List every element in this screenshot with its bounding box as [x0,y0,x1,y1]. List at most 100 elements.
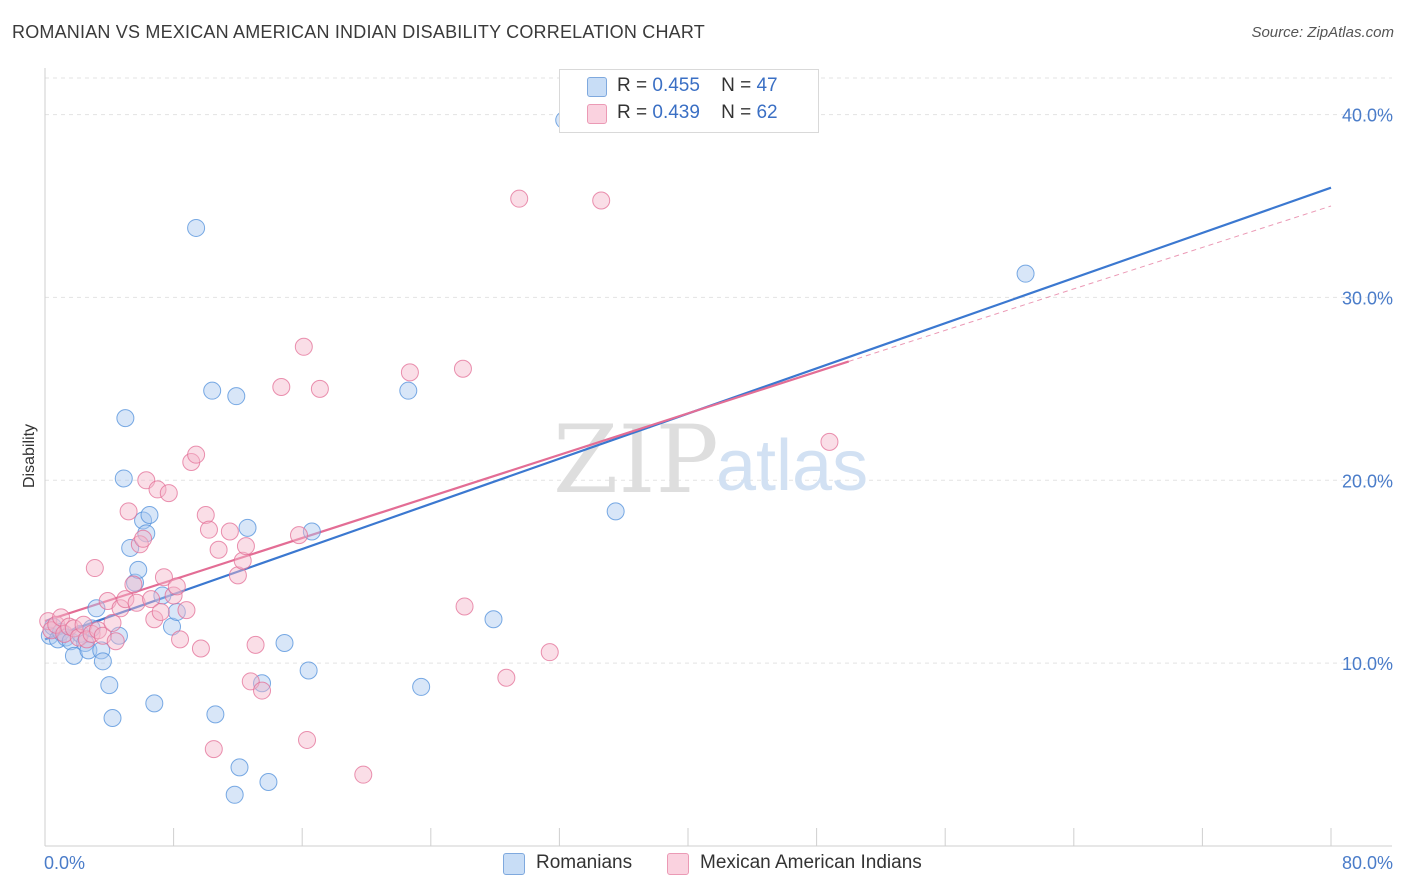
mexican-point [354,765,373,784]
bottom-legend-label-mexican: Mexican American Indians [700,852,922,873]
romanian-point [275,634,294,653]
mexican-point [167,577,186,596]
romanian-point [412,677,431,696]
romanian-point [103,709,122,727]
mexican-point [592,191,611,210]
mexican-point [510,189,529,208]
mexican-point [64,619,83,638]
mexican-point [298,730,317,749]
mexican-point [196,506,215,525]
mexican-point [497,668,516,687]
romanian-point [145,694,164,713]
mexican-point [253,681,272,700]
legend-swatch-romanians [587,77,607,97]
source-label: Source: ZipAtlas.com [1251,24,1394,41]
romanian-point [253,674,272,693]
legend-n-label: N = [721,75,752,96]
mexican-point [127,593,146,612]
mexican-point [145,610,164,629]
mexican-point [106,632,125,651]
mexican-point [209,540,228,559]
romanian-point [121,538,140,557]
romanian-point [100,676,119,695]
legend-r-value: 0.455 [652,75,700,96]
mexican-point [103,613,122,632]
romanian-point [137,524,156,543]
mexican-point [289,526,308,545]
romanian-point [399,381,418,400]
romanian-point [484,610,503,629]
legend-text-romanians: R = 0.455 N = 47 [617,75,778,97]
mexican-point [400,363,419,382]
legend-n-value: 62 [756,102,778,123]
mexican-point [151,602,170,621]
bottom-legend-swatch-mexican [667,853,689,875]
watermark-atlas: atlas [716,426,868,506]
x-tick-label: 0.0% [44,853,85,873]
romanian-point [93,652,112,671]
romanian-point [225,785,244,804]
mexican-point [142,590,161,609]
bottom-legend-swatch-romanians [503,853,525,875]
stats-legend: R = 0.455 N = 47 R = 0.439 N = 62 [559,69,819,133]
mexican-point [154,568,173,587]
mexican-point [116,590,135,609]
mexican-point [187,445,206,464]
mexican-point [540,643,559,662]
romanian-point [87,599,106,618]
legend-swatch-mexican [587,104,607,124]
legend-r-value: 0.439 [652,102,700,123]
mexican-point [134,529,153,548]
romanian-point [206,705,225,724]
mexican-point [228,566,247,585]
y-tick-label: 20.0% [1342,471,1393,491]
mexican-point [171,630,190,649]
romanian-point [259,773,278,791]
legend-n-value: 47 [756,75,778,96]
watermark: ZIP atlas [553,406,868,515]
mexican-trend-extension [848,205,1332,362]
mexican-point [310,379,329,398]
y-tick-label: 40.0% [1342,106,1393,126]
romanian-point [114,469,133,488]
mexican-point [294,337,313,356]
mexican-point [455,597,474,616]
mexican-point [124,575,143,594]
mexican-point [159,484,178,503]
mexican-point [820,432,839,451]
watermark-zip: ZIP [553,406,719,515]
romanian-point [227,387,246,406]
romanian-point [230,758,249,777]
romanian-point [203,381,222,400]
mexican-point [236,537,255,556]
mexican-point [272,378,291,397]
mexican-point [191,639,210,658]
mexican-point [119,502,138,521]
romanian-point [162,617,181,636]
bottom-legend-label-romanians: Romanians [536,852,633,873]
axes [44,68,1392,847]
legend-text-mexican: R = 0.439 N = 62 [617,102,778,124]
mexican-point [177,601,196,620]
mexican-point [246,635,265,654]
chart-title: ROMANIAN VS MEXICAN AMERICAN INDIAN DISA… [12,22,705,42]
series-mexican-american-indians [39,189,839,784]
mexican-point [111,599,130,618]
mexican-point [199,520,218,539]
legend-r-label: R = [617,75,648,96]
romanian-point [116,409,135,428]
mexican-point [85,559,104,578]
legend-r-label: R = [617,102,648,123]
romanian-point [606,502,625,521]
mexican-point [148,480,167,499]
mexican-point [220,522,239,541]
romanian-point [187,218,206,237]
romanian-point [299,661,318,680]
y-axis-label: Disability [21,424,38,488]
mexican-point [130,535,149,554]
y-tick-label: 10.0% [1342,654,1393,674]
romanian-point [238,518,257,537]
romanian-point [129,560,148,579]
y-tick-label: 30.0% [1342,288,1393,308]
